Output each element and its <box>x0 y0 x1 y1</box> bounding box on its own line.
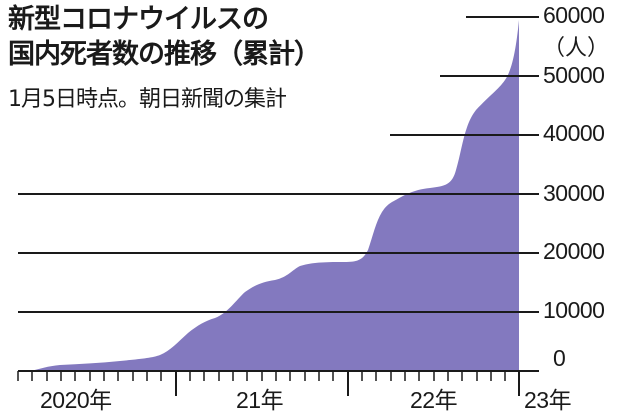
y-tick-30000: 30000 <box>543 180 605 206</box>
title-line-1: 新型コロナウイルスの <box>8 4 269 35</box>
gridlines <box>18 16 539 372</box>
x-label-2021: 21年 <box>236 387 284 413</box>
x-label-2022: 22年 <box>410 387 458 413</box>
y-unit-label: （人） <box>543 36 610 61</box>
y-tick-60000: 60000 <box>543 2 605 28</box>
x-label-2020: 2020年 <box>40 387 112 413</box>
y-tick-50000: 50000 <box>543 62 605 88</box>
month-ticks <box>17 371 520 396</box>
y-tick-20000: 20000 <box>543 238 605 264</box>
x-label-2023: 23年 <box>524 387 572 413</box>
y-tick-0: 0 <box>553 345 566 371</box>
chart-title: 新型コロナウイルスの 国内死者数の推移（累計） <box>8 2 321 72</box>
y-tick-40000: 40000 <box>543 120 605 146</box>
chart-subtitle: 1月5日時点。朝日新聞の集計 <box>8 87 287 112</box>
y-tick-10000: 10000 <box>543 297 605 323</box>
title-line-2: 国内死者数の推移（累計） <box>8 39 321 70</box>
deaths-area <box>30 20 519 371</box>
